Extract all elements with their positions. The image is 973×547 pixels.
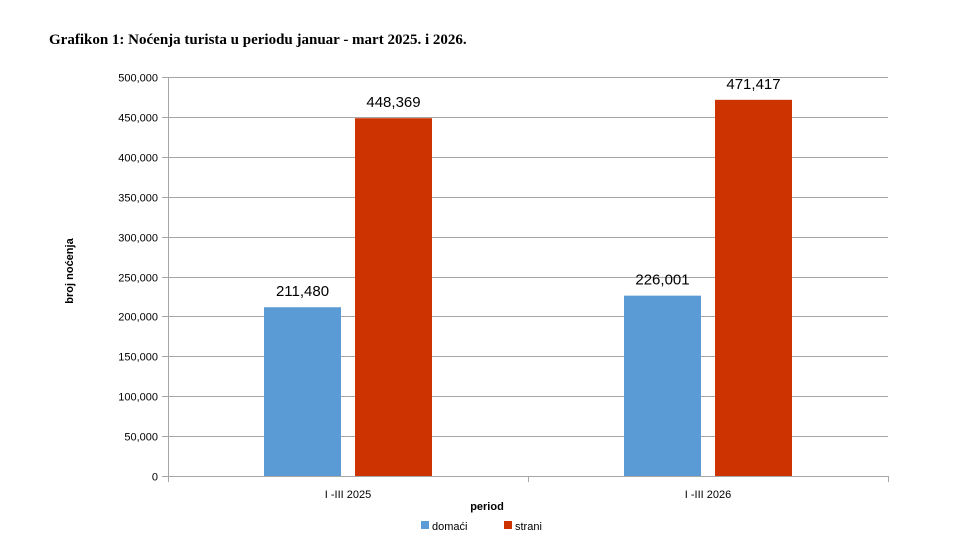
- y-tick-label: 350,000: [118, 193, 158, 205]
- y-tick-label: 0: [152, 472, 158, 484]
- y-tick-label: 50,000: [124, 432, 158, 444]
- legend-swatch-0: [421, 521, 429, 529]
- legend: domaći strani: [421, 521, 542, 533]
- y-axis-tick-labels: 0 50,000 100,000 150,000 200,000 250,000 300,0…: [118, 73, 158, 484]
- y-tick-label: 450,000: [118, 113, 158, 125]
- bar-domaći-0: [264, 307, 341, 476]
- legend-label-1: strani: [515, 521, 542, 533]
- x-category-label: I -III 2026: [685, 489, 731, 501]
- x-category-label: I -III 2025: [325, 489, 371, 501]
- bar-strani-1: [715, 99, 792, 476]
- chart-title: Grafikon 1: Noćenja turista u periodu ja…: [49, 32, 467, 48]
- x-axis-title: period: [470, 501, 504, 513]
- data-labels: 211,480 448,369 226,001 471,417: [276, 76, 781, 300]
- x-axis-category-labels: I -III 2025 I -III 2026: [325, 489, 731, 501]
- data-label: 226,001: [635, 272, 689, 289]
- legend-swatch-1: [504, 521, 512, 529]
- data-label: 448,369: [366, 94, 420, 111]
- bars: [264, 99, 792, 476]
- data-label: 471,417: [726, 76, 780, 93]
- y-tick-label: 100,000: [118, 392, 158, 404]
- y-tick-label: 500,000: [118, 73, 158, 85]
- y-tick-label: 250,000: [118, 273, 158, 285]
- data-label: 211,480: [276, 283, 329, 300]
- bar-strani-0: [355, 118, 432, 476]
- y-tick-label: 400,000: [118, 153, 158, 165]
- y-tick-label: 200,000: [118, 312, 158, 324]
- legend-label-0: domaći: [432, 521, 467, 533]
- bar-domaći-1: [624, 295, 701, 476]
- y-tick-label: 300,000: [118, 233, 158, 245]
- y-tick-label: 150,000: [118, 352, 158, 364]
- y-axis-title: broj noćenja: [64, 237, 76, 303]
